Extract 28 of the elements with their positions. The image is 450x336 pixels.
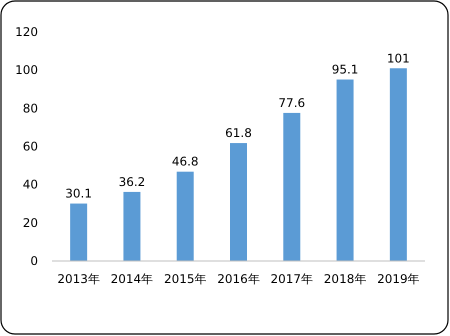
data-label: 46.8 [172,154,199,169]
data-label: 101 [386,51,410,66]
bar [176,172,194,261]
y-tick-label: 120 [15,25,38,39]
bar [70,204,88,261]
bar [283,112,300,261]
y-tick-label: 40 [22,178,38,192]
x-tick-label: 2017年 [270,272,314,286]
x-tick-label: 2018年 [324,272,366,286]
y-tick-label: 100 [15,63,38,78]
x-tick-label: 2019年 [377,272,420,286]
bar [390,68,407,261]
data-label: 77.6 [278,96,306,110]
y-tick-label: 80 [22,101,38,116]
bar [336,80,354,261]
y-tick-label: 60 [22,140,38,154]
data-label: 95.1 [332,62,358,77]
y-tick-label: 20 [22,216,38,230]
data-label: 36.2 [118,174,146,189]
x-tick-label: 2014年 [110,272,154,286]
bar [230,143,247,261]
x-tick-label: 2015年 [164,272,206,286]
y-tick-label: 0 [30,254,38,268]
x-tick-label: 2013年 [57,272,100,286]
x-tick-label: 2016年 [217,272,260,286]
bar [123,192,140,261]
data-label: 61.8 [225,126,252,140]
data-label: 30.1 [65,186,92,201]
